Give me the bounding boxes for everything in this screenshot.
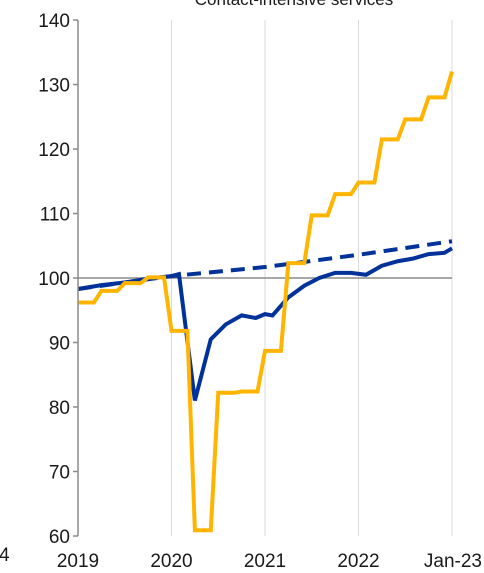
x-tick-label-0: 2019	[57, 551, 99, 572]
y-tick-label-7: 130	[38, 76, 70, 97]
y-tick-label-6: 120	[38, 140, 70, 161]
series-line-1	[77, 239, 453, 291]
y-tick-label-3: 90	[49, 334, 70, 355]
axis-layer: 60 70 80 90 100 110 120 130 140 2019 2020 2021 2022 J…	[38, 11, 482, 572]
series-layer	[77, 71, 454, 533]
edge-label: 4	[0, 545, 10, 566]
y-tick-label-4: 100	[38, 269, 70, 290]
y-tick-label-0: 60	[49, 527, 70, 548]
x-tick-label-2: 2021	[244, 551, 286, 572]
y-tick-label-1: 70	[49, 463, 70, 484]
x-tick-label-3: 2022	[337, 551, 379, 572]
y-tick-label-5: 110	[40, 205, 70, 226]
x-tick-label-1: 2020	[150, 551, 192, 572]
y-tick-label-2: 80	[49, 398, 70, 419]
chart-title: Contact-intensive services	[195, 0, 393, 9]
x-tick-label-4: Jan-23	[424, 551, 482, 572]
series-line-2	[78, 71, 454, 533]
y-tick-label-8: 140	[38, 11, 70, 32]
